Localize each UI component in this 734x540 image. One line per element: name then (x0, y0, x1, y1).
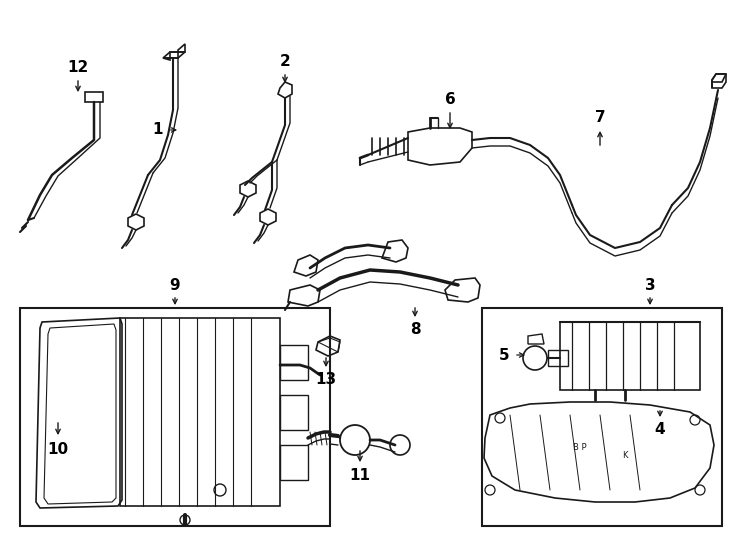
Bar (548, 350, 568, 366)
Text: 5: 5 (498, 348, 509, 362)
Text: K: K (622, 451, 628, 460)
Bar (280, 395, 308, 430)
Text: 9: 9 (170, 278, 181, 293)
Text: 6: 6 (445, 92, 455, 107)
Text: 1: 1 (153, 123, 163, 138)
Bar (482, 308, 722, 526)
Text: 7: 7 (595, 111, 606, 125)
Text: 4: 4 (655, 422, 665, 437)
Text: 11: 11 (349, 468, 371, 483)
Bar (560, 322, 700, 390)
Bar (85, 92, 103, 102)
Text: 12: 12 (68, 60, 89, 76)
Text: B P: B P (573, 443, 586, 452)
Text: 13: 13 (316, 373, 337, 388)
Bar (280, 345, 308, 380)
Text: 10: 10 (48, 442, 68, 457)
Bar (280, 445, 308, 480)
Bar (20, 308, 330, 526)
Bar (120, 318, 280, 506)
Text: 3: 3 (644, 278, 655, 293)
Text: 8: 8 (410, 322, 421, 338)
Text: 2: 2 (280, 55, 291, 70)
